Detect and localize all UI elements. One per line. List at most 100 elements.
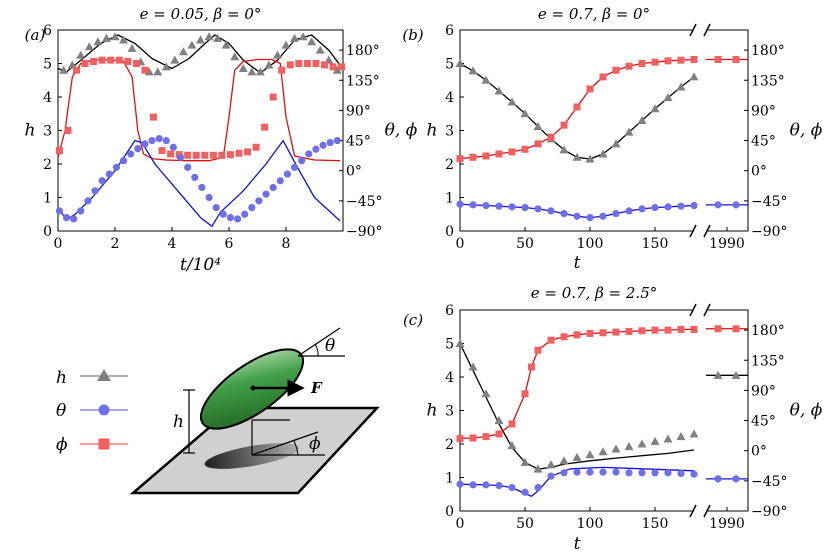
x-tick-label: 50 (516, 236, 534, 252)
series-5 (55, 134, 341, 223)
data-point (127, 43, 137, 52)
chart-title: e = 0.05, β = 0° (140, 5, 262, 23)
data-point (326, 138, 334, 147)
data-point (119, 35, 129, 44)
data-point (169, 143, 178, 151)
data-point (482, 201, 490, 210)
data-point (481, 389, 491, 398)
axis-break-mark (689, 224, 697, 238)
data-point (201, 151, 209, 159)
data-point (247, 67, 257, 76)
panel-label: (c) (403, 311, 423, 329)
y-left-tick-label: 1 (445, 471, 454, 487)
data-point (690, 201, 698, 210)
panel-c-chart: 0 1 2 3 4 5 6 −90° −45° 0° 45° 90° 135° 180° 0 50 100 150… (403, 284, 823, 554)
data-point (598, 149, 608, 158)
data-point (84, 197, 92, 205)
data-point (508, 420, 516, 428)
data-point (218, 151, 226, 159)
data-point (520, 109, 530, 118)
x-tick-label: 4 (168, 236, 177, 252)
data-point (586, 85, 594, 93)
data-point (187, 40, 197, 49)
data-point (329, 63, 337, 71)
data-point (495, 430, 503, 438)
y-left-tick-label: 5 (43, 57, 52, 73)
y-left-tick-label: 1 (43, 191, 52, 207)
axis-break-mark (703, 224, 711, 238)
y-right-tick-label: −45° (346, 194, 383, 210)
y-left-axis-label: h (427, 401, 438, 421)
data-point (690, 55, 698, 63)
data-point (638, 469, 646, 477)
data-point (599, 73, 607, 81)
data-point (732, 55, 740, 63)
data-point (598, 447, 608, 456)
theta-axis-line (297, 327, 341, 357)
x-tick-label: 8 (282, 236, 291, 252)
data-point (281, 40, 291, 49)
data-point (651, 326, 659, 334)
data-point (534, 205, 542, 213)
data-point (713, 370, 723, 379)
y-left-tick-label: 6 (445, 23, 454, 39)
y-left-tick-label: 0 (445, 504, 454, 520)
y-left-axis-label: h (25, 121, 36, 141)
data-point (67, 60, 77, 69)
data-point (677, 56, 685, 64)
data-point (481, 75, 491, 84)
y-right-tick-label: −90° (751, 224, 788, 240)
chart-title: e = 0.7, β = 2.5° (531, 284, 658, 302)
y-left-tick-label: 1 (445, 191, 454, 207)
data-point (269, 183, 277, 192)
data-point (298, 32, 308, 41)
data-point (91, 187, 99, 195)
data-point (599, 329, 607, 337)
data-point (664, 203, 672, 211)
series-4 (456, 468, 698, 496)
data-point (149, 113, 157, 121)
data-point (81, 60, 89, 67)
data-point (664, 326, 672, 334)
data-point (148, 136, 156, 145)
data-point (494, 416, 504, 425)
y-left-tick-label: 5 (445, 57, 454, 73)
data-point (494, 86, 504, 95)
y-right-tick-label: 45° (751, 414, 776, 430)
data-point (573, 212, 581, 220)
y-right-axis-label: θ, ϕ (385, 121, 418, 141)
data-point (547, 472, 555, 480)
axis-break-mark (689, 303, 697, 317)
y-left-axis-label: h (427, 121, 438, 141)
data-point (59, 65, 69, 74)
y-left-tick-label: 3 (445, 404, 454, 420)
series-3 (55, 56, 346, 159)
x-tick-label-break: 1990 (709, 236, 745, 252)
data-point (560, 333, 568, 341)
data-point (547, 207, 555, 215)
data-point (84, 42, 94, 51)
data-point (732, 475, 740, 483)
data-point (252, 143, 260, 151)
data-point (612, 66, 620, 74)
data-point (638, 205, 646, 213)
data-point (298, 157, 306, 165)
data-point (469, 434, 477, 442)
data-point (226, 151, 234, 159)
legend-theta-label: θ (56, 401, 66, 421)
data-point (55, 147, 63, 155)
y-right-tick-label: −45° (751, 474, 788, 490)
data-point (650, 104, 660, 113)
axes-frame-left (459, 309, 694, 512)
data-point (226, 214, 235, 222)
data-point (533, 121, 543, 130)
data-point (495, 150, 503, 158)
series-1 (455, 339, 699, 473)
data-point (101, 33, 111, 42)
ellipsoid-shadow (204, 443, 300, 469)
data-point (651, 58, 659, 66)
data-point (278, 66, 286, 74)
data-point (663, 434, 673, 443)
data-point (714, 201, 722, 209)
data-point (269, 93, 277, 101)
